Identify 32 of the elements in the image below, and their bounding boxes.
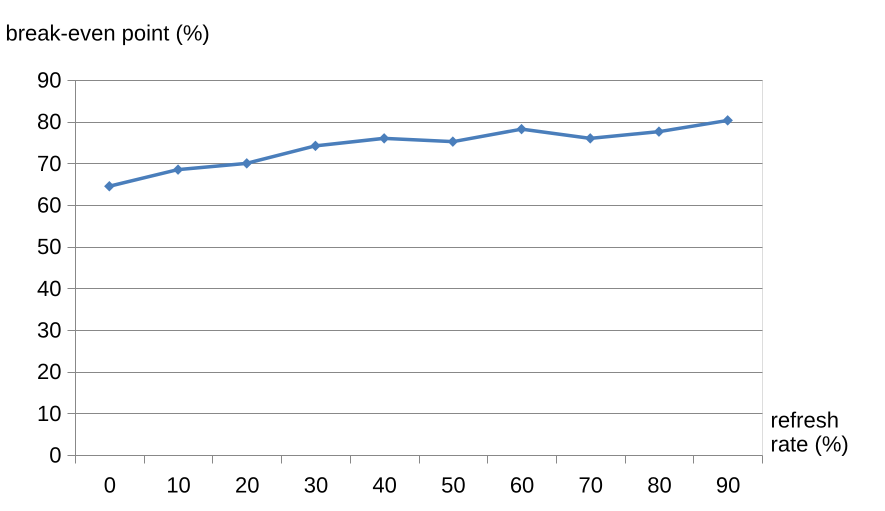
y-tick-label: 10 [37, 400, 62, 426]
point [104, 181, 115, 192]
x-tick-label: 50 [441, 472, 466, 498]
point [310, 140, 321, 152]
x-tick-label: 0 [104, 472, 116, 498]
x-tick-label: 40 [372, 472, 397, 498]
point [722, 115, 733, 126]
y-tick-label: 50 [37, 234, 62, 260]
point [516, 124, 527, 134]
y-tick-label: 20 [37, 359, 62, 384]
point [585, 133, 596, 144]
x-tick-label: 60 [510, 472, 534, 498]
x-axis-title: refresh rate (%) [770, 408, 849, 456]
x-tick-label: 90 [716, 472, 740, 498]
point [378, 133, 390, 144]
x-tick-label: 10 [166, 472, 191, 498]
x-tick-label: 30 [304, 472, 328, 498]
x-tick-label: 80 [647, 472, 672, 498]
y-tick-label: 90 [37, 68, 62, 92]
y-tick-label: 0 [49, 442, 62, 468]
y-tick-label: 30 [37, 318, 62, 342]
y-tick-label: 70 [37, 150, 62, 176]
point [242, 158, 252, 169]
point [654, 126, 664, 137]
point [172, 164, 184, 175]
x-tick-label: 70 [578, 472, 603, 498]
y-axis-title: break-even point (%) [6, 20, 210, 46]
y-tick-label: 40 [37, 276, 62, 301]
point [448, 136, 458, 147]
x-tick-label: 20 [235, 472, 260, 498]
y-tick-label: 80 [37, 109, 62, 134]
y-tick-label: 60 [37, 192, 62, 218]
